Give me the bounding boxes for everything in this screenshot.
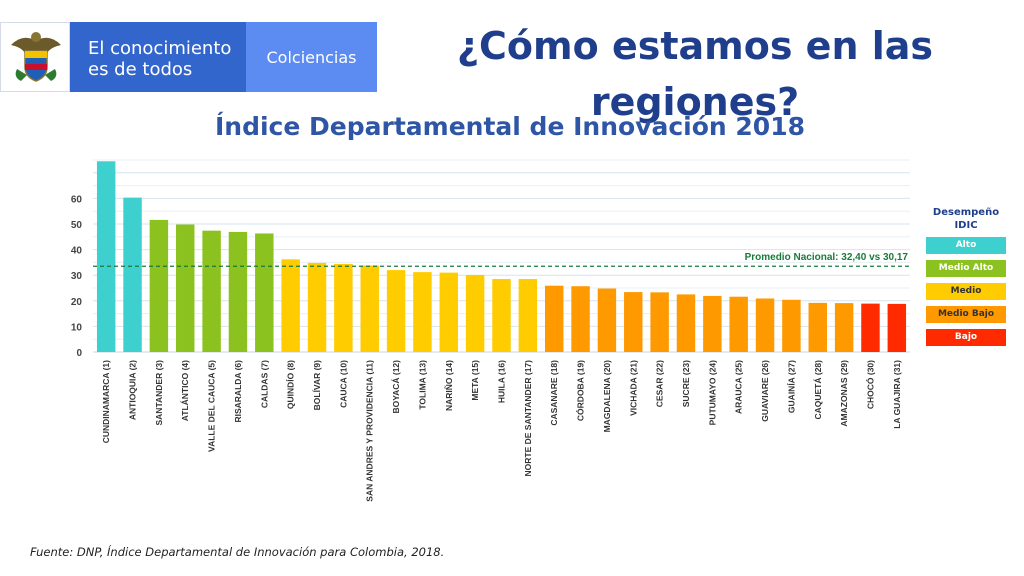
bar: [808, 302, 827, 352]
category-label: CALDAS (7): [259, 360, 269, 408]
brand-line-2: es de todos: [88, 59, 193, 80]
y-tick-label: 30: [71, 271, 83, 282]
category-label: CASANARE (18): [549, 360, 559, 426]
bar: [96, 161, 116, 352]
legend-item-medio: Medio: [926, 283, 1006, 300]
bar: [439, 272, 459, 352]
y-tick-label: 60: [71, 194, 83, 205]
category-label: QUINDÍO (8): [286, 360, 296, 409]
category-label: AMAZONAS (29): [839, 360, 849, 427]
legend-item-bajo: Bajo: [926, 329, 1006, 346]
category-label: RISARALDA (6): [233, 360, 243, 423]
bar: [518, 279, 538, 352]
bar: [624, 292, 643, 352]
category-label: CESAR (22): [655, 360, 665, 407]
legend-item-medio-alto: Medio Alto: [926, 260, 1006, 277]
bar: [703, 295, 722, 352]
category-label: MAGDALENA (20): [602, 360, 612, 433]
bar: [597, 288, 617, 352]
bar: [782, 299, 801, 352]
y-tick-label: 20: [71, 297, 83, 308]
category-label: PUTUMAYO (24): [707, 360, 717, 426]
category-label: ARAUCA (25): [734, 360, 744, 414]
bar: [123, 197, 142, 352]
brand-line-1: El conocimiento: [88, 38, 232, 59]
bar: [755, 298, 775, 352]
category-label: LA GUAJIRA (31): [892, 360, 902, 429]
category-label: BOLÍVAR (9): [312, 360, 322, 411]
slide-title: ¿Cómo estamos en las regiones?: [456, 24, 934, 124]
legend-item-alto: Alto: [926, 237, 1006, 254]
category-label: META (15): [470, 360, 480, 401]
bar: [861, 303, 880, 352]
category-label: CUNDINAMARCA (1): [101, 360, 111, 443]
national-average-label: Promedio Nacional: 32,40 vs 30,17: [745, 252, 909, 263]
bar: [834, 303, 854, 352]
bar: [676, 294, 696, 352]
category-label: SAN ANDRES Y PROVIDENCIA (11): [365, 360, 375, 502]
bar: [492, 279, 511, 352]
entity-box: Colciencias: [246, 22, 377, 92]
category-label: GUAVIARE (26): [760, 360, 770, 422]
bar: [307, 262, 327, 352]
bar: [729, 296, 748, 352]
bar: [255, 233, 274, 352]
category-label: VALLE DEL CAUCA (5): [207, 360, 217, 452]
y-tick-label: 50: [71, 220, 83, 231]
bar: [360, 265, 379, 352]
bar: [650, 292, 669, 352]
category-label: NARIÑO (14): [444, 360, 454, 411]
category-label: GUAINÍA (27): [786, 360, 796, 413]
bar: [202, 230, 221, 352]
bar: [334, 263, 353, 352]
entity-label: Colciencias: [266, 47, 357, 67]
bar: [465, 274, 485, 352]
category-label: SUCRE (23): [681, 360, 691, 407]
performance-legend: Desempeño IDIC Alto Medio Alto Medio Med…: [926, 206, 1006, 346]
legend-title-line-2: IDIC: [954, 220, 978, 231]
chart-title: Índice Departamental de Innovación 2018: [214, 112, 805, 141]
category-label: NORTE DE SANTANDER (17): [523, 360, 533, 477]
category-label: CÓRDOBA (19): [575, 360, 586, 421]
y-tick-label: 40: [71, 246, 83, 257]
bar: [571, 286, 590, 352]
brand-box: El conocimiento es de todos: [70, 22, 246, 92]
category-label: VICHADA (21): [628, 360, 638, 416]
category-label: CAQUETÁ (28): [813, 360, 823, 420]
bar: [887, 303, 907, 352]
bar: [413, 272, 432, 352]
category-label: HUILA (16): [497, 360, 507, 403]
category-label: TOLIMA (13): [417, 360, 427, 410]
category-label: BOYACÁ (12): [391, 360, 401, 414]
category-label: SANTANDER (3): [154, 360, 164, 426]
coat-of-arms-icon: [11, 32, 61, 82]
bar: [228, 231, 248, 352]
category-label: CHOCÓ (30): [864, 360, 875, 409]
y-tick-label: 0: [76, 348, 82, 359]
bar: [149, 219, 169, 352]
bar: [281, 259, 300, 352]
legend-item-medio-bajo: Medio Bajo: [926, 306, 1006, 323]
header-band: El conocimiento es de todos Colciencias: [0, 22, 377, 92]
legend-title: Desempeño IDIC: [926, 206, 1006, 232]
y-tick-label: 10: [71, 322, 83, 333]
category-label: ANTIOQUIA (2): [128, 360, 138, 420]
legend-title-line-1: Desempeño: [932, 207, 1000, 218]
source-note: Fuente: DNP, Índice Departamental de Inn…: [30, 545, 445, 559]
category-label: CAUCA (10): [338, 360, 348, 408]
bar: [386, 270, 406, 352]
coat-of-arms-logo: [0, 22, 70, 92]
bar: [544, 285, 564, 352]
category-label: ATLÁNTICO (4): [180, 360, 190, 421]
bar: [176, 224, 195, 352]
